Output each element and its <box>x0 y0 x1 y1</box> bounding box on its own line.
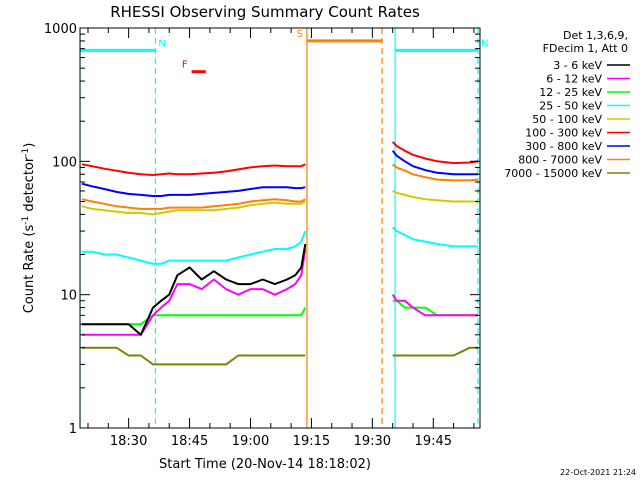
legend-entry-label-3: 25 - 50 keV <box>539 100 602 113</box>
legend: Det 1,3,6,9, FDecim 1, Att 0 3 - 6 keV6 … <box>504 29 630 180</box>
series-line-300-800keV-1 <box>391 150 478 176</box>
series-line-100-300keV-0 <box>81 163 306 176</box>
series-line-25-50keV-1 <box>392 226 478 248</box>
series-line-12-25keV-0 <box>81 307 307 326</box>
y-tick-label-2: 100 <box>52 155 77 170</box>
plot-area: N N S F <box>80 28 488 428</box>
legend-entry-label-0: 3 - 6 keV <box>553 59 602 72</box>
plot-frame <box>79 27 481 429</box>
legend-entry-label-8: 7000 - 15000 keV <box>504 167 602 180</box>
series-line-6-12keV-0 <box>81 248 307 336</box>
y-tick-label-0: 1 <box>69 422 77 437</box>
y-tick-label-1: 10 <box>60 289 77 304</box>
x-axis: 18:30 18:45 19:00 19:15 19:30 19:45 <box>87 28 475 449</box>
plot-clip-group <box>80 28 479 428</box>
x-tick-label-5: 19:45 <box>415 434 452 449</box>
series-line-50-100keV-0 <box>81 200 306 216</box>
legend-header-line-2: FDecim 1, Att 0 <box>543 42 628 55</box>
series-line-6-12keV-1 <box>391 294 478 317</box>
flag-label-F: F <box>182 60 188 71</box>
chart-title: RHESSI Observing Summary Count Rates <box>110 3 420 21</box>
series-line-800-7000keV-1 <box>392 163 479 182</box>
x-tick-label-3: 19:15 <box>293 434 330 449</box>
y-axis: 1 10 100 1000 <box>44 22 480 437</box>
x-axis-label: Start Time (20-Nov-14 18:18:02) <box>159 457 371 472</box>
flag-label-S: S <box>297 29 303 40</box>
series-line-100-300keV-1 <box>391 141 479 165</box>
footer-timestamp: 22-Oct-2021 21:24 <box>560 468 636 477</box>
legend-entry-label-5: 100 - 300 keV <box>525 127 602 140</box>
x-tick-label-4: 19:30 <box>354 434 391 449</box>
x-tick-label-1: 18:45 <box>171 434 208 449</box>
legend-entry-label-1: 6 - 12 keV <box>546 73 602 86</box>
series-line-800-7000keV-0 <box>81 198 306 210</box>
series-line-25-50keV-0 <box>81 230 307 265</box>
flag-label-N: N <box>481 38 488 49</box>
x-tick-label-0: 18:30 <box>110 434 147 449</box>
series-line-7000-15000keV-1 <box>392 346 478 357</box>
series-line-12-25keV-1 <box>392 299 478 317</box>
series-line-300-800keV-0 <box>81 182 306 197</box>
series-line-7000-15000keV-0 <box>81 346 306 366</box>
series-line-50-100keV-1 <box>392 190 478 203</box>
flag-label-N: N <box>158 38 165 49</box>
y-tick-label-3: 1000 <box>44 22 77 37</box>
y-axis-label: Count Rate (s-1 detector-1) <box>21 143 37 314</box>
x-tick-label-2: 19:00 <box>232 434 269 449</box>
series-line-3-6keV-0 <box>81 243 307 336</box>
legend-entry-label-7: 800 - 7000 keV <box>518 154 602 167</box>
legend-header-line-1: Det 1,3,6,9, <box>563 29 628 42</box>
legend-entry-label-6: 300 - 800 keV <box>525 140 602 153</box>
legend-entry-label-2: 12 - 25 keV <box>539 86 602 99</box>
legend-entry-label-4: 50 - 100 keV <box>532 113 602 126</box>
